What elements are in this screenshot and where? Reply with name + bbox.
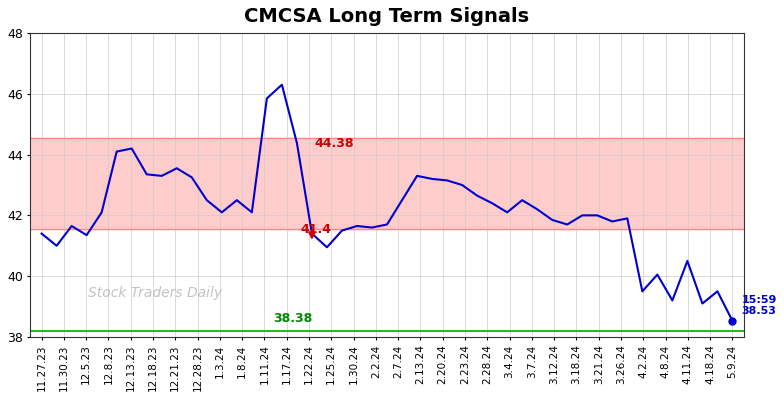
Bar	[31, 138, 743, 229]
Text: 41.4: 41.4	[301, 222, 332, 236]
Text: 15:59
38.53: 15:59 38.53	[742, 295, 777, 316]
Title: CMCSA Long Term Signals: CMCSA Long Term Signals	[245, 7, 529, 26]
Text: 44.38: 44.38	[314, 137, 354, 150]
Text: Stock Traders Daily: Stock Traders Daily	[88, 287, 222, 300]
Text: 38.38: 38.38	[274, 312, 313, 325]
